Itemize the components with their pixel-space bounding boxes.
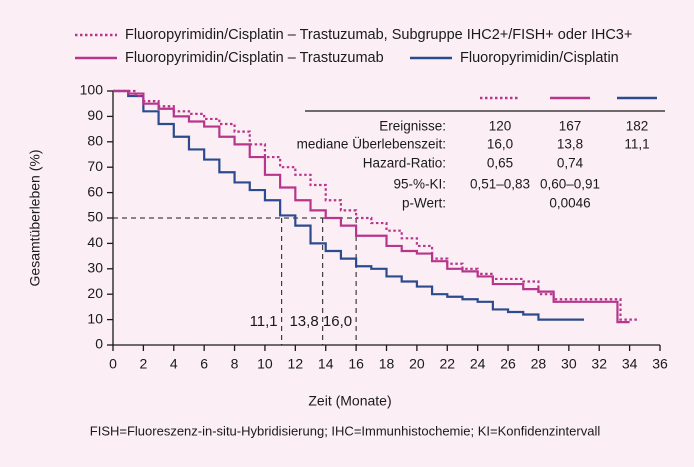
y-tick-label: 70 [87,158,103,174]
table-row-label: 95-%-KI: [393,177,446,192]
table-row-label: Ereignisse: [379,119,446,134]
table-cell: 11,1 [624,137,649,152]
y-tick-label: 30 [87,260,103,276]
table-cell: 0,60–0,91 [540,177,600,192]
table-row-label: mediane Überlebenszeit: [297,137,446,152]
legend-label: Fluoropyrimidin/Cisplatin – Trastuzumab [125,50,384,66]
y-tick-label: 10 [87,310,103,326]
x-tick-label: 34 [622,356,638,372]
survival-curve [113,89,630,324]
table-cell: 0,74 [557,156,584,171]
x-tick-label: 20 [409,356,425,372]
table-cell: 167 [559,119,582,134]
x-tick-label: 22 [439,356,455,372]
x-tick-label: 26 [500,356,516,372]
x-tick-label: 0 [109,356,117,372]
x-tick-label: 24 [470,356,486,372]
x-tick-label: 14 [318,356,334,372]
median-label: 16,0 [323,313,352,330]
x-tick-label: 36 [652,356,668,372]
table-cell: 120 [489,119,512,134]
table-cell: 182 [626,119,649,134]
table-row-label: Hazard-Ratio: [363,156,446,171]
legend-label: Fluoropyrimidin/Cisplatin – Trastuzumab,… [125,27,632,43]
x-tick-label: 10 [257,356,273,372]
x-tick-label: 28 [531,356,547,372]
y-tick-label: 80 [87,133,103,149]
y-tick-label: 50 [87,209,103,225]
y-tick-label: 90 [87,107,103,123]
y-tick-label: 40 [87,234,103,250]
median-label: 11,1 [250,313,278,330]
y-tick-label: 60 [87,183,103,199]
survival-curve [113,89,585,321]
y-tick-label: 20 [87,285,103,301]
x-tick-label: 6 [200,356,208,372]
table-cell: 0,65 [487,156,513,171]
footnote: FISH=Fluoreszenz-in-situ-Hybridisierung;… [90,423,601,438]
y-axis-label: Gesamtüberleben (%) [27,150,43,287]
y-tick-label: 0 [95,336,103,352]
x-tick-label: 2 [139,356,147,372]
median-label: 13,8 [289,313,318,330]
x-tick-label: 30 [561,356,577,372]
legend-label: Fluoropyrimidin/Cisplatin [460,50,619,66]
x-tick-label: 8 [231,356,239,372]
table-cell: 13,8 [557,137,583,152]
y-tick-label: 100 [80,82,104,98]
survival-curve [113,89,639,321]
table-cell: 0,0046 [549,196,590,211]
x-tick-label: 18 [379,356,395,372]
x-tick-label: 16 [348,356,364,372]
x-tick-label: 32 [591,356,607,372]
x-axis-label: Zeit (Monate) [308,393,391,409]
table-cell: 0,51–0,83 [470,177,530,192]
x-tick-label: 4 [170,356,178,372]
table-row-label: p-Wert: [402,196,446,211]
table-cell: 16,0 [487,137,513,152]
x-tick-label: 12 [288,356,304,372]
